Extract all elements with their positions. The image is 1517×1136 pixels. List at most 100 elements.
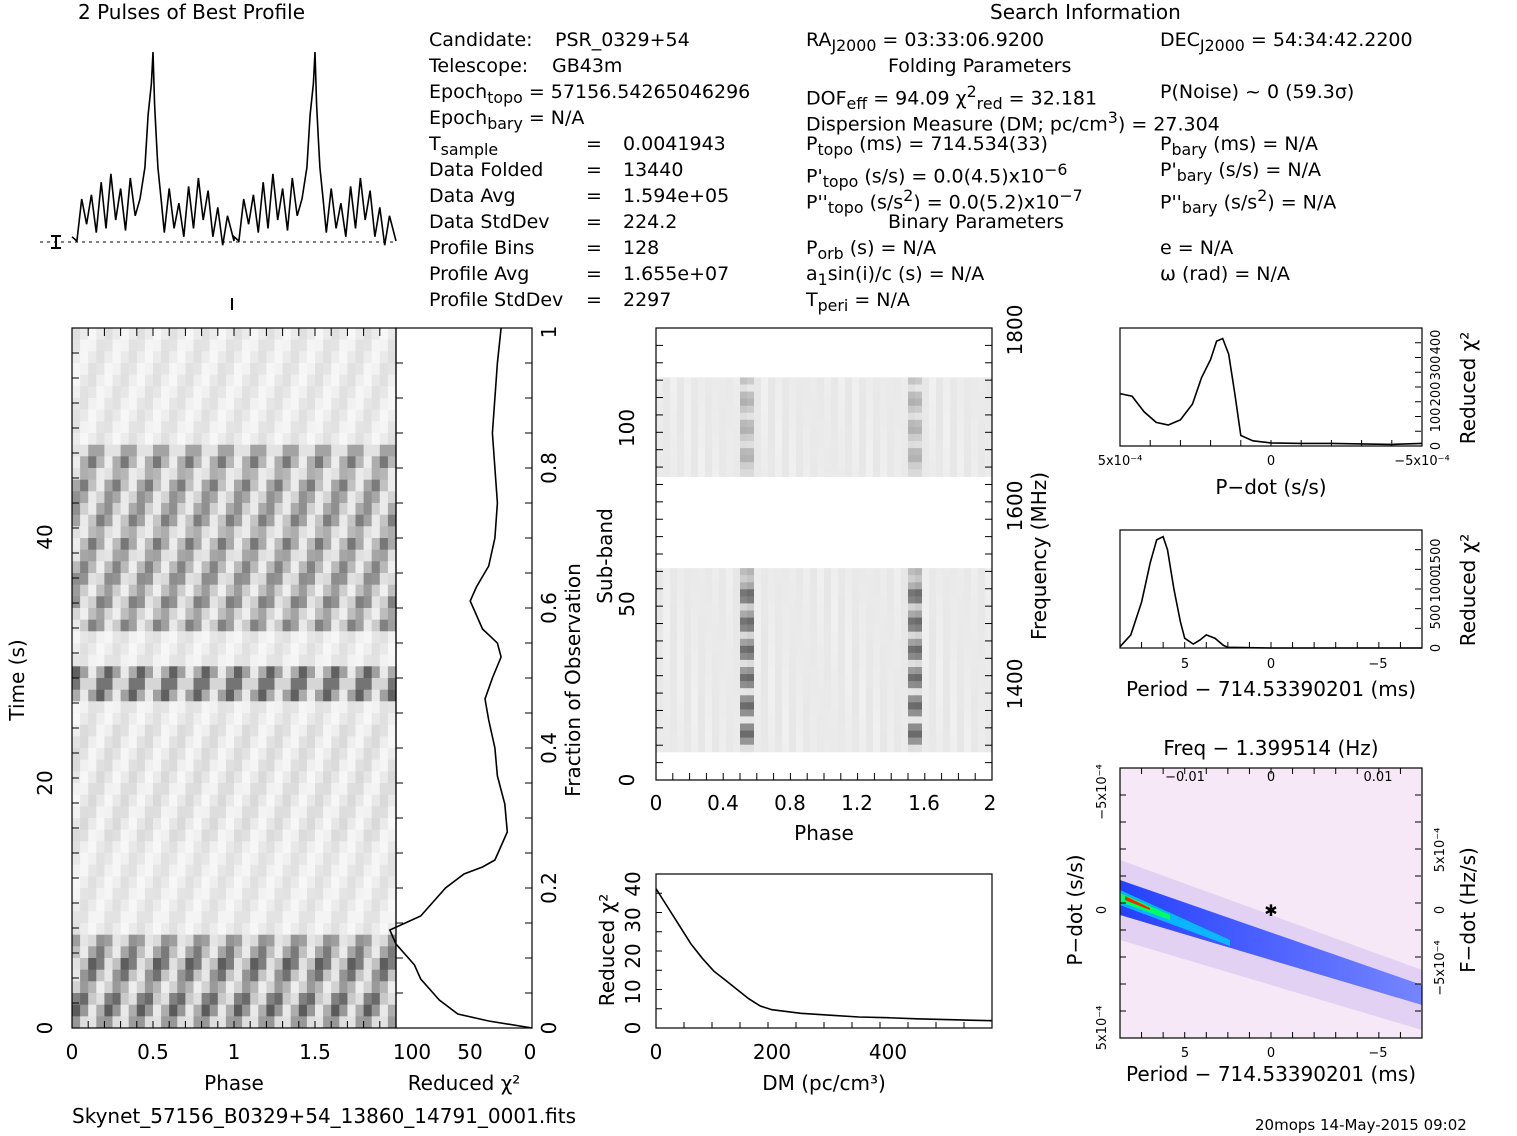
time-phase-cell [225, 386, 235, 399]
time-phase-cell [209, 631, 219, 644]
time-phase-cell [153, 911, 162, 924]
time-phase-cell [72, 631, 81, 644]
time-phase-cell [177, 876, 186, 889]
time-phase-cell [169, 736, 178, 749]
subband-cell [712, 412, 720, 421]
subband-cell [663, 617, 671, 626]
subband-cell [670, 737, 678, 746]
time-phase-cell [266, 351, 275, 364]
time-phase-cell [201, 759, 211, 772]
time-phase-cell [274, 1004, 284, 1017]
subband-cell [789, 568, 797, 576]
subband-cell [929, 448, 937, 456]
subband-cell [740, 575, 748, 583]
time-phase-cell [193, 386, 203, 399]
subband-cell [908, 631, 916, 640]
time-phase-cell [347, 584, 356, 597]
subband-cell [922, 695, 930, 703]
subband-cell [873, 617, 881, 626]
time-phase-cell [72, 829, 81, 842]
time-phase-cell [144, 456, 154, 469]
time-phase-cell [242, 794, 251, 807]
time-phase-cell [144, 444, 154, 457]
subband-cell [894, 737, 902, 746]
time-phase-cell [193, 759, 203, 772]
subband-cell [929, 624, 937, 633]
subband-cell [677, 575, 685, 583]
time-phase-cell [266, 876, 275, 889]
subband-cell [915, 589, 923, 597]
subband-cell [838, 419, 846, 428]
subband-cell [950, 617, 958, 626]
subband-cell [915, 377, 923, 385]
subband-cell [733, 391, 741, 400]
time-phase-cell [258, 444, 267, 457]
period-ticks [1119, 529, 1423, 649]
subband-cell [789, 405, 797, 414]
time-phase-cell [379, 666, 389, 679]
time-phase-cell [258, 363, 267, 376]
time-phase-cell [371, 433, 381, 446]
time-phase-cell [234, 514, 243, 527]
subband-cell [684, 398, 692, 407]
time-phase-cell [72, 363, 81, 376]
time-phase-cell [242, 783, 251, 796]
time-phase-cell [80, 363, 89, 376]
time-phase-cell [339, 573, 348, 586]
time-phase-cell [96, 853, 105, 866]
time-phase-cell [298, 456, 308, 469]
subband-cell [670, 426, 678, 435]
pp-y2label: F−dot (Hz/s) [1456, 847, 1480, 973]
time-phase-cell [282, 503, 292, 516]
time-phase-cell [225, 678, 235, 691]
subband-cell [957, 398, 965, 407]
time-phase-cell [274, 433, 284, 446]
subband-cell [943, 575, 951, 583]
time-phase-cell [96, 421, 105, 434]
time-phase-cell [169, 433, 178, 446]
dm-ytick: 0 [621, 1022, 645, 1035]
time-phase-cell [225, 619, 235, 632]
time-phase-cell [153, 374, 162, 387]
time-phase-cell [128, 409, 138, 422]
time-phase-cell [80, 853, 89, 866]
subband-cell [782, 441, 790, 449]
period-ytick: 500 [1429, 605, 1444, 630]
time-phase-cell [274, 351, 284, 364]
subband-cell [768, 702, 776, 710]
subband-cell [908, 589, 916, 597]
chi-time-plot: 100 50 0 Reduced χ² 0 0.2 0.4 0.6 0.8 1 … [388, 326, 585, 1095]
time-phase-cell [331, 724, 340, 737]
time-phase-cell [331, 456, 340, 469]
time-phase-cell [88, 666, 97, 679]
subband-cell [733, 610, 741, 619]
time-phase-cell [250, 1016, 259, 1029]
time-phase-cell [323, 433, 332, 446]
time-phase-cell [80, 538, 89, 551]
subband-cell [719, 405, 727, 414]
subband-cell [929, 681, 937, 689]
time-phase-cell [258, 794, 267, 807]
time-phase-cell [266, 748, 275, 761]
subband-cell [880, 426, 888, 435]
subband-cell [964, 568, 972, 576]
subband-cell [768, 462, 776, 470]
time-phase-cell [379, 409, 389, 422]
time-phase-cell [250, 398, 259, 411]
time-phase-cell [193, 934, 203, 947]
subband-cell [698, 688, 706, 696]
subband-cell [887, 652, 895, 661]
subband-cell [901, 659, 909, 668]
subband-cell [796, 426, 804, 435]
subband-cell [852, 377, 860, 385]
subband-cell [866, 448, 874, 456]
time-phase-cell [144, 923, 154, 936]
time-phase-cell [144, 806, 154, 819]
subband-cell [733, 652, 741, 661]
time-phase-cell [209, 409, 219, 422]
subband-cell [684, 405, 692, 414]
subband-cell [929, 419, 937, 428]
subband-cell [775, 737, 783, 746]
time-phase-cell [136, 1016, 146, 1029]
time-phase-cell [209, 946, 219, 959]
